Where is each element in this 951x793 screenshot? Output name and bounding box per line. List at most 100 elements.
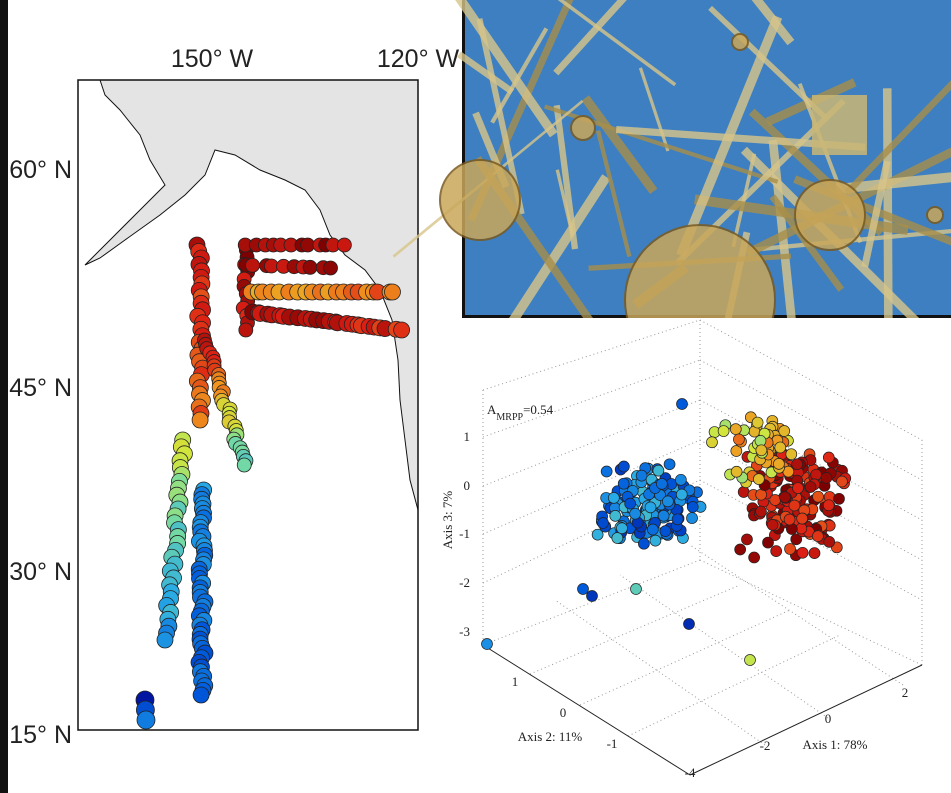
scatter-panel bbox=[462, 318, 951, 793]
map-point bbox=[192, 412, 208, 428]
axis3-tick: 0 bbox=[464, 478, 471, 493]
scatter-point bbox=[792, 459, 803, 470]
scatter-point bbox=[578, 584, 589, 595]
axis1-tick: 0 bbox=[825, 711, 832, 726]
map-point bbox=[157, 632, 173, 648]
scatter-point bbox=[612, 533, 623, 544]
scatter-point bbox=[645, 502, 656, 513]
scatter-point bbox=[618, 461, 629, 472]
axis3-label: Axis 3: 7% bbox=[440, 491, 455, 550]
axis3-tick: -3 bbox=[459, 624, 470, 639]
scatter-point bbox=[630, 508, 641, 519]
diatom-disc bbox=[440, 160, 520, 240]
scatter-point bbox=[730, 424, 741, 435]
figure-canvas: 150° W 120° W 60° N 45° N 30° N 15° N AM… bbox=[0, 0, 951, 793]
scatter-point bbox=[592, 529, 603, 540]
map-point bbox=[324, 261, 338, 275]
scatter-point bbox=[763, 537, 774, 548]
scatter-point bbox=[805, 481, 816, 492]
scatter-point bbox=[687, 513, 698, 524]
axis3-tick: -2 bbox=[459, 575, 470, 590]
scatter-point bbox=[733, 434, 744, 445]
scatter-point bbox=[662, 496, 673, 507]
scatter-point bbox=[598, 517, 609, 528]
scatter-point bbox=[676, 489, 687, 500]
scatter-point bbox=[779, 426, 790, 437]
scatter-point bbox=[616, 523, 627, 534]
map-point bbox=[337, 238, 351, 252]
scatter-point bbox=[738, 486, 749, 497]
scatter-point bbox=[638, 538, 649, 549]
scatter-point bbox=[664, 459, 675, 470]
scatter-point bbox=[771, 546, 782, 557]
scatter-point bbox=[770, 494, 781, 505]
lat-label: 30° N bbox=[9, 558, 72, 586]
scatter-point bbox=[821, 472, 832, 483]
axis1-tick: 2 bbox=[902, 685, 909, 700]
axis1-tick: -4 bbox=[685, 765, 696, 780]
scatter-point bbox=[786, 524, 797, 535]
scatter-point bbox=[767, 519, 778, 530]
scatter-point bbox=[775, 442, 786, 453]
axis2-tick: 1 bbox=[512, 674, 519, 689]
map-point bbox=[394, 322, 410, 338]
map-point bbox=[245, 258, 259, 272]
scatter-point bbox=[811, 469, 822, 480]
scatter-point bbox=[653, 465, 664, 476]
scatter-point bbox=[809, 548, 820, 559]
diatom-disc bbox=[927, 207, 943, 223]
scatter-point bbox=[752, 417, 763, 428]
lat-label: 60° N bbox=[9, 156, 72, 184]
scatter-point bbox=[756, 506, 767, 517]
scatter-point bbox=[650, 535, 661, 546]
figure: 150° W 120° W 60° N 45° N 30° N 15° N AM… bbox=[0, 0, 951, 793]
diatom-disc bbox=[795, 180, 865, 250]
scatter-point bbox=[631, 584, 642, 595]
scatter-point bbox=[797, 513, 808, 524]
scatter-point bbox=[756, 445, 767, 456]
scatter-point bbox=[797, 547, 808, 558]
diatom-plate bbox=[812, 95, 867, 155]
diatom-disc bbox=[571, 116, 595, 140]
scatter-point bbox=[675, 474, 686, 485]
scatter-point bbox=[601, 466, 612, 477]
scatter-point bbox=[618, 478, 629, 489]
axis3-tick: 1 bbox=[464, 429, 471, 444]
scatter-point bbox=[610, 510, 621, 521]
axis1-tick: -2 bbox=[760, 738, 771, 753]
scatter-point bbox=[718, 426, 729, 437]
lon-label: 150° W bbox=[171, 45, 254, 73]
scatter-point bbox=[793, 483, 804, 494]
map-point bbox=[301, 238, 315, 252]
axis1-label: Axis 1: 78% bbox=[803, 737, 868, 752]
scatter-point bbox=[677, 399, 688, 410]
lon-label: 120° W bbox=[377, 45, 460, 73]
lat-label: 45° N bbox=[9, 374, 72, 402]
annotation-sub: MRPP bbox=[496, 412, 523, 423]
scatter-point bbox=[749, 552, 760, 563]
scatter-point bbox=[773, 458, 784, 469]
scatter-point bbox=[836, 476, 847, 487]
axis2-tick: -1 bbox=[607, 736, 618, 751]
scatter-point bbox=[656, 478, 667, 489]
scatter-point bbox=[684, 619, 695, 630]
scatter-point bbox=[813, 491, 824, 502]
diatom-disc bbox=[732, 34, 748, 50]
map-point bbox=[239, 323, 253, 337]
scatter-point bbox=[625, 498, 636, 509]
axis2-label: Axis 2: 11% bbox=[518, 729, 583, 744]
scatter-point bbox=[731, 466, 742, 477]
scatter-point bbox=[482, 639, 493, 650]
scatter-point bbox=[834, 493, 845, 504]
map-point bbox=[237, 458, 251, 472]
scatter-point bbox=[812, 531, 823, 542]
scatter-point bbox=[636, 470, 647, 481]
map-point bbox=[137, 711, 155, 729]
scatter-point bbox=[753, 474, 764, 485]
scatter-point bbox=[687, 502, 698, 513]
annotation-text: =0.54 bbox=[523, 402, 554, 417]
scatter-point bbox=[823, 500, 834, 511]
scatter-point bbox=[735, 544, 746, 555]
scatter-point bbox=[587, 591, 598, 602]
scatter-point bbox=[706, 437, 717, 448]
